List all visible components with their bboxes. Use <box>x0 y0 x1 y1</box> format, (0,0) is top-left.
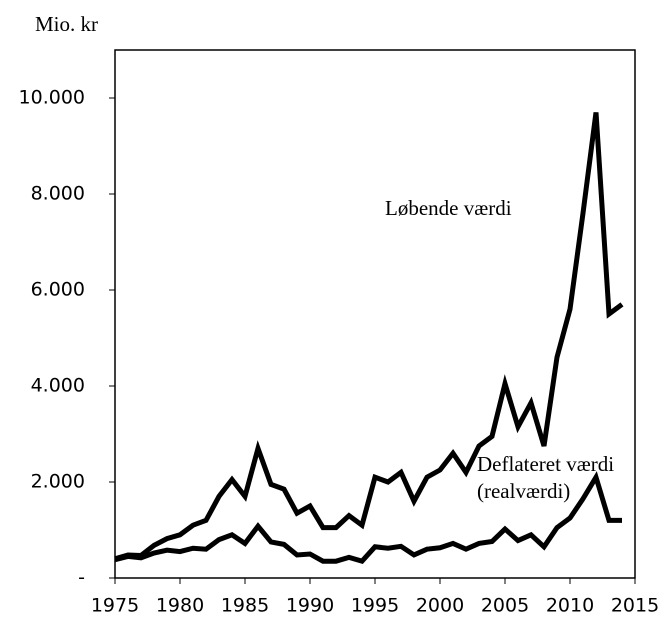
x-tick-label: 1985 <box>221 595 269 617</box>
y-tick-label: 6.000 <box>31 279 85 301</box>
y-tick-label: 2.000 <box>31 471 85 493</box>
series-line <box>114 112 624 562</box>
series-line <box>114 471 622 565</box>
x-tick-label: 1975 <box>91 595 139 617</box>
x-tick-label: 2000 <box>416 595 464 617</box>
x-tick-label: 2015 <box>611 595 659 617</box>
y-tick-label: 10.000 <box>19 87 85 109</box>
x-tick-label: 2010 <box>546 595 594 617</box>
y-tick-label: - <box>78 567 85 589</box>
x-tick-label: 1980 <box>156 595 204 617</box>
annotation: Deflateret værdi <box>477 452 614 476</box>
x-tick-label: 1995 <box>351 595 399 617</box>
annotation: (realværdi) <box>477 479 570 503</box>
annotation: Løbende værdi <box>385 196 512 220</box>
y-axis-label: Mio. kr <box>35 12 98 36</box>
x-tick-label: 2005 <box>481 595 529 617</box>
y-tick-label: 8.000 <box>31 183 85 205</box>
y-tick-label: 4.000 <box>31 375 85 397</box>
x-tick-label: 1990 <box>286 595 334 617</box>
